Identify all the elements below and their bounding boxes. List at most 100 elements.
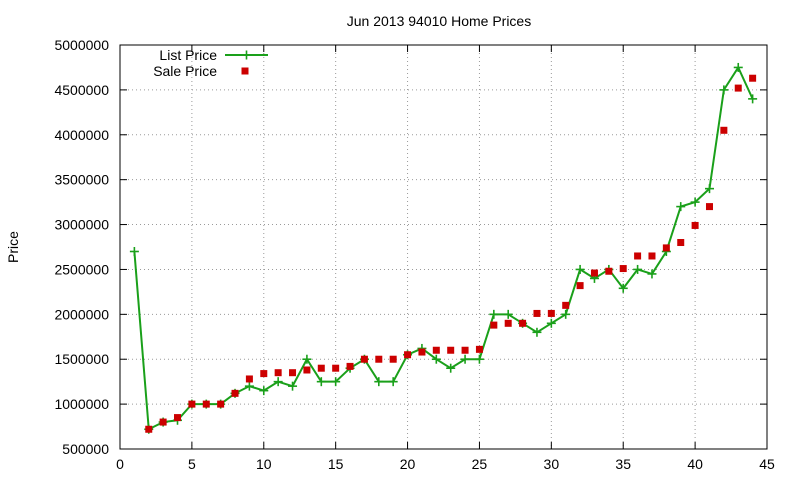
sale-price-point — [389, 355, 397, 363]
sale-price-point — [749, 74, 757, 82]
y-tick-label: 2000000 — [54, 306, 109, 322]
sale-price-point — [418, 348, 426, 356]
sale-price-point — [159, 418, 167, 426]
x-tick-label: 10 — [256, 456, 272, 472]
x-tick-label: 45 — [759, 456, 775, 472]
sale-price-legend-marker — [241, 67, 249, 75]
sale-price-point — [547, 309, 555, 317]
list-price-point — [129, 246, 139, 256]
y-tick-label: 4000000 — [54, 127, 109, 143]
grid-lines — [120, 45, 767, 449]
list-price-point — [259, 386, 269, 396]
list-price-point — [446, 363, 456, 373]
x-tick-label: 20 — [400, 456, 416, 472]
list-price-point — [331, 377, 341, 387]
x-tick-label: 30 — [544, 456, 560, 472]
sale-price-point — [303, 366, 311, 374]
list-price-point — [647, 269, 657, 279]
list-price-point — [503, 309, 513, 319]
sale-price-point — [188, 400, 196, 408]
list-price-point — [532, 327, 542, 337]
y-tick-label: 500000 — [62, 441, 109, 457]
list-price-point — [690, 197, 700, 207]
sale-price-point — [245, 375, 253, 383]
y-tick-label: 2500000 — [54, 261, 109, 277]
y-tick-label: 5000000 — [54, 37, 109, 53]
sale-price-point — [648, 252, 656, 260]
y-tick-label: 3500000 — [54, 172, 109, 188]
list-price-point — [748, 94, 758, 104]
list-price-point — [546, 318, 556, 328]
sale-price-point — [260, 370, 268, 378]
list-price-legend-marker — [242, 50, 251, 60]
y-tick-label: 1000000 — [54, 396, 109, 412]
sale-price-point — [662, 244, 670, 252]
legend-label-sale-price: Sale Price — [153, 63, 217, 79]
list-price-line — [133, 65, 754, 431]
sale-price-point — [404, 351, 412, 359]
sale-price-point — [317, 364, 325, 372]
sale-price-point — [490, 321, 498, 329]
list-price-point — [489, 309, 499, 319]
x-tick-label: 25 — [472, 456, 488, 472]
sale-price-point — [360, 355, 368, 363]
sale-price-point — [346, 362, 354, 370]
sale-price-point — [576, 282, 584, 290]
list-price-point — [633, 264, 643, 274]
sale-price-point — [447, 346, 455, 354]
sale-price-point — [504, 319, 512, 327]
y-tick-label: 3000000 — [54, 217, 109, 233]
list-price-point — [704, 184, 714, 194]
list-price-point — [431, 354, 441, 364]
sale-price-point — [533, 309, 541, 317]
sale-price-point — [705, 203, 713, 211]
data-series — [129, 62, 758, 434]
list-price-point — [374, 377, 384, 387]
sale-price-point — [677, 239, 685, 247]
y-axis-label: Price — [5, 231, 21, 263]
list-price-point — [302, 354, 312, 364]
x-tick-label: 40 — [687, 456, 703, 472]
sale-price-point — [274, 369, 282, 377]
list-price-point — [719, 85, 729, 95]
list-price-point — [618, 283, 628, 293]
list-price-point — [244, 381, 254, 391]
sale-price-point — [590, 269, 598, 277]
list-price-point — [460, 354, 470, 364]
x-tick-label: 35 — [615, 456, 631, 472]
sale-price-point — [720, 126, 728, 134]
list-price-point — [316, 377, 326, 387]
sale-price-point — [289, 369, 297, 377]
sale-price-point — [562, 301, 570, 309]
legend-label-list-price: List Price — [159, 47, 217, 63]
sale-price-point — [461, 346, 469, 354]
list-price-point — [676, 202, 686, 212]
sale-price-point — [332, 364, 340, 372]
axis-ticks: 0 5 10 15 20 25 30 35 40 45 500000 1000000 1500000 20… — [54, 37, 775, 472]
sale-price-point — [734, 84, 742, 92]
x-tick-label: 0 — [116, 456, 124, 472]
list-price-point — [561, 309, 571, 319]
sale-price-point — [231, 389, 239, 397]
sale-price-point — [432, 346, 440, 354]
sale-price-point — [634, 252, 642, 260]
sale-price-point — [202, 400, 210, 408]
y-tick-label: 1500000 — [54, 351, 109, 367]
list-price-point — [575, 264, 585, 274]
list-price-point — [474, 354, 484, 364]
y-tick-label: 4500000 — [54, 82, 109, 98]
sale-price-point — [217, 400, 225, 408]
list-price-point — [288, 381, 298, 391]
sale-price-point — [475, 345, 483, 353]
list-price-point — [273, 377, 283, 387]
sale-price-point — [605, 267, 613, 275]
sale-price-point — [691, 221, 699, 229]
sale-price-series — [145, 74, 757, 433]
chart-title: Jun 2013 94010 Home Prices — [347, 13, 531, 29]
list-price-point — [388, 377, 398, 387]
sale-price-point — [619, 265, 627, 273]
sale-price-point — [174, 414, 182, 422]
legend: List Price Sale Price — [153, 47, 268, 79]
sale-price-point — [375, 355, 383, 363]
